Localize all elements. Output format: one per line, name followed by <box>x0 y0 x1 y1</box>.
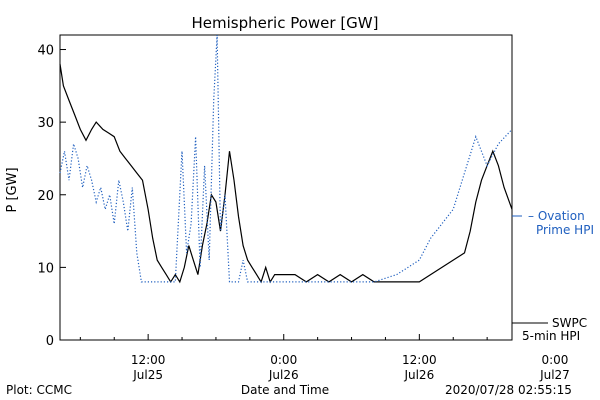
y-tick-label: 0 <box>46 334 54 349</box>
series-line-ovation <box>59 34 513 283</box>
x-tick-day-label: Jul26 <box>403 368 434 382</box>
plot-credit: Plot: CCMC <box>6 383 72 397</box>
y-tick-label: 30 <box>37 116 54 131</box>
x-axis-label: Date and Time <box>241 383 329 397</box>
legend-ovation: – Ovation Prime HPI <box>512 209 594 237</box>
x-tick-day-label: Jul25 <box>132 368 163 382</box>
x-tick-time-label: 0:00 <box>541 353 568 367</box>
legend-swpc-line2: 5-min HPI <box>522 329 580 343</box>
y-axis: 0 10 20 30 40 <box>37 44 66 349</box>
x-tick-day-label: Jul27 <box>539 368 570 382</box>
series-line-swpc <box>59 63 513 284</box>
y-tick-label: 20 <box>37 189 54 204</box>
y-axis-label: P [GW] <box>5 167 20 212</box>
x-tick-time-label: 12:00 <box>402 353 437 367</box>
chart-title: Hemispheric Power [GW] <box>192 14 379 32</box>
x-tick-time-label: 0:00 <box>270 353 297 367</box>
legend-swpc-line1: SWPC <box>552 316 587 330</box>
series-layer <box>59 34 513 284</box>
legend-swpc: SWPC 5-min HPI <box>512 316 587 343</box>
plot-area-frame <box>59 34 513 341</box>
x-tick-time-label: 12:00 <box>131 353 166 367</box>
x-tick-day-label: Jul26 <box>268 368 299 382</box>
x-axis: 12:00Jul250:00Jul2612:00Jul260:00Jul2712… <box>79 334 570 382</box>
y-tick-label: 40 <box>37 44 54 59</box>
legend-ovation-line1: – Ovation <box>528 209 585 223</box>
y-tick-label: 10 <box>37 261 54 276</box>
timestamp: 2020/07/28 02:55:15 <box>445 383 572 397</box>
legend-ovation-line2: Prime HPI <box>536 223 594 237</box>
